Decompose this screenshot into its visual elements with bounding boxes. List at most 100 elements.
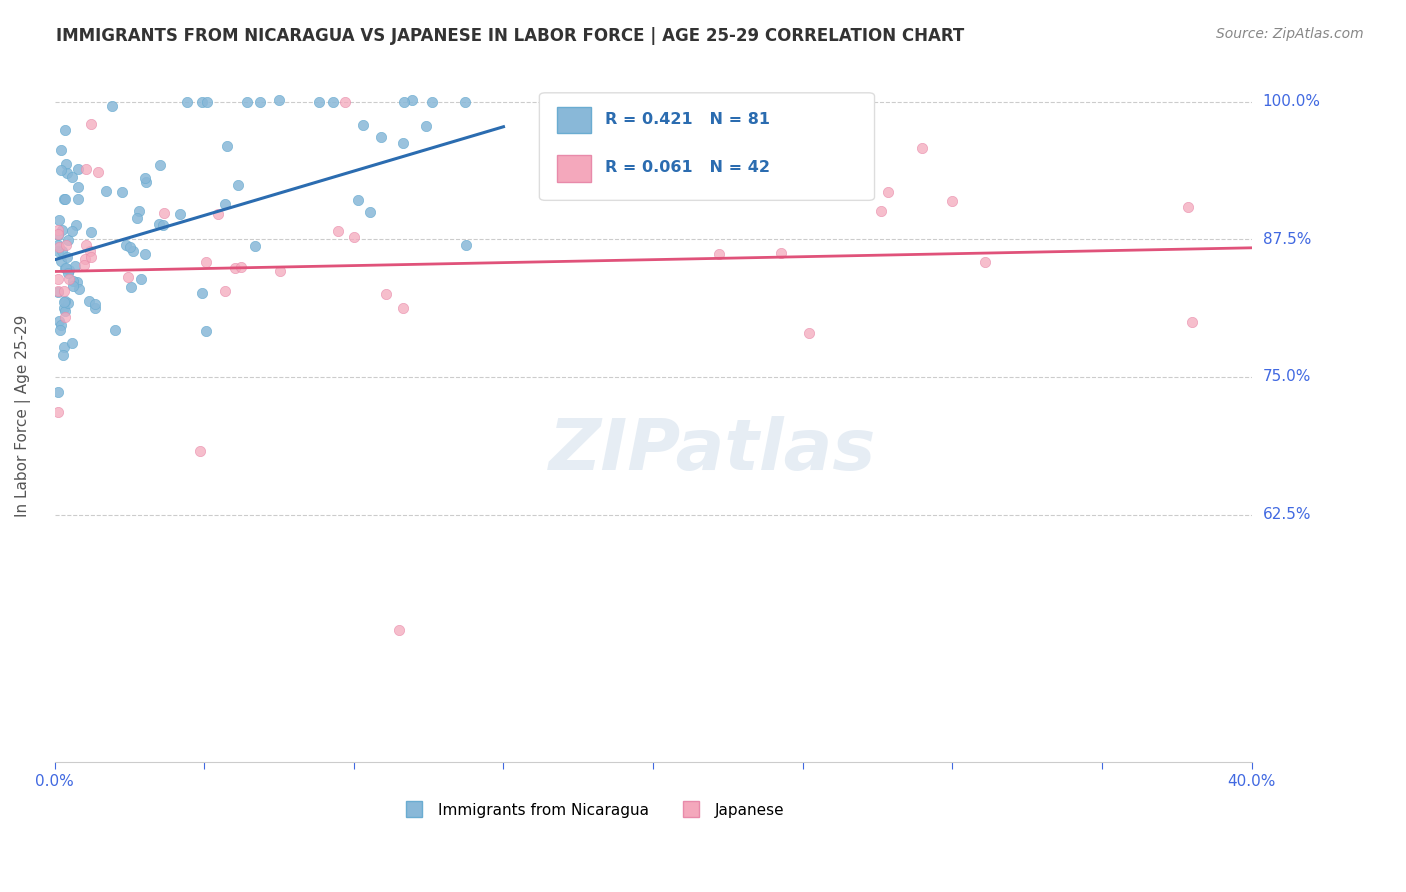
Point — [46, 284, 69, 298]
Point — [77, 294, 100, 309]
Text: 75.0%: 75.0% — [1263, 369, 1310, 384]
Point — [224, 261, 246, 276]
Point — [53, 293, 76, 308]
Point — [66, 275, 89, 289]
Point — [135, 175, 157, 189]
Point — [46, 227, 69, 242]
Point — [134, 246, 156, 260]
Point — [214, 196, 236, 211]
Point — [214, 285, 236, 299]
Point — [53, 294, 76, 309]
Point — [1181, 315, 1204, 329]
Point — [120, 280, 142, 294]
Point — [49, 323, 72, 337]
Point — [120, 240, 142, 254]
Point — [176, 95, 198, 109]
Point — [87, 165, 110, 179]
Point — [269, 94, 291, 108]
Point — [51, 163, 73, 178]
Point — [65, 218, 87, 232]
Point — [111, 185, 134, 199]
Point — [215, 138, 238, 153]
Point — [65, 259, 87, 273]
Point — [195, 95, 218, 109]
Point — [153, 206, 176, 220]
Point — [62, 278, 84, 293]
Point — [333, 95, 356, 109]
Y-axis label: In Labor Force | Age 25-29: In Labor Force | Age 25-29 — [15, 314, 31, 516]
Point — [375, 286, 398, 301]
Point — [236, 95, 259, 109]
Point — [249, 95, 271, 109]
Point — [80, 250, 103, 264]
Point — [392, 136, 415, 151]
Text: 62.5%: 62.5% — [1263, 508, 1312, 522]
Point — [46, 227, 69, 241]
Point — [127, 211, 149, 226]
Point — [73, 252, 96, 266]
Point — [454, 95, 477, 109]
Point — [415, 120, 437, 134]
Text: ZIPatlas: ZIPatlas — [550, 416, 876, 484]
Point — [128, 204, 150, 219]
Point — [194, 324, 217, 338]
Point — [79, 244, 101, 259]
Point — [152, 219, 174, 233]
Point — [67, 161, 90, 176]
Point — [148, 217, 170, 231]
Point — [134, 170, 156, 185]
Point — [352, 119, 374, 133]
Point — [48, 212, 70, 227]
Point — [707, 247, 730, 261]
Point — [188, 444, 211, 458]
Point — [359, 205, 381, 219]
Point — [46, 385, 69, 400]
Point — [46, 272, 69, 286]
Point — [343, 229, 366, 244]
Point — [104, 323, 127, 337]
Text: R = 0.061   N = 42: R = 0.061 N = 42 — [605, 160, 770, 175]
Point — [53, 192, 76, 206]
Point — [52, 301, 75, 315]
Point — [66, 192, 89, 206]
Point — [53, 123, 76, 137]
Point — [55, 260, 77, 275]
Point — [869, 204, 891, 219]
Point — [797, 326, 820, 340]
Point — [75, 238, 97, 252]
Point — [60, 224, 83, 238]
Point — [58, 262, 80, 277]
Point — [48, 240, 70, 254]
Point — [53, 310, 76, 324]
Point — [46, 285, 69, 299]
Point — [207, 206, 229, 220]
FancyBboxPatch shape — [557, 107, 591, 133]
Point — [53, 261, 76, 276]
Point — [422, 95, 444, 109]
Point — [83, 301, 105, 315]
Point — [56, 267, 79, 281]
Point — [370, 130, 392, 145]
Point — [770, 246, 793, 260]
Point — [101, 99, 124, 113]
Point — [326, 224, 349, 238]
Point — [52, 348, 75, 362]
Point — [55, 156, 77, 170]
Point — [56, 250, 79, 264]
Point — [388, 624, 411, 638]
Text: 100.0%: 100.0% — [1263, 94, 1320, 109]
Legend: Immigrants from Nicaragua, Japanese: Immigrants from Nicaragua, Japanese — [396, 796, 790, 824]
Point — [56, 166, 79, 180]
Point — [392, 95, 415, 109]
Point — [60, 169, 83, 184]
Point — [190, 285, 212, 300]
Point — [49, 143, 72, 157]
Point — [73, 258, 96, 272]
Point — [80, 225, 103, 239]
Point — [191, 95, 214, 109]
Point — [75, 161, 97, 176]
Point — [55, 238, 77, 252]
Text: 87.5%: 87.5% — [1263, 232, 1310, 247]
Point — [973, 254, 995, 268]
Point — [48, 314, 70, 328]
